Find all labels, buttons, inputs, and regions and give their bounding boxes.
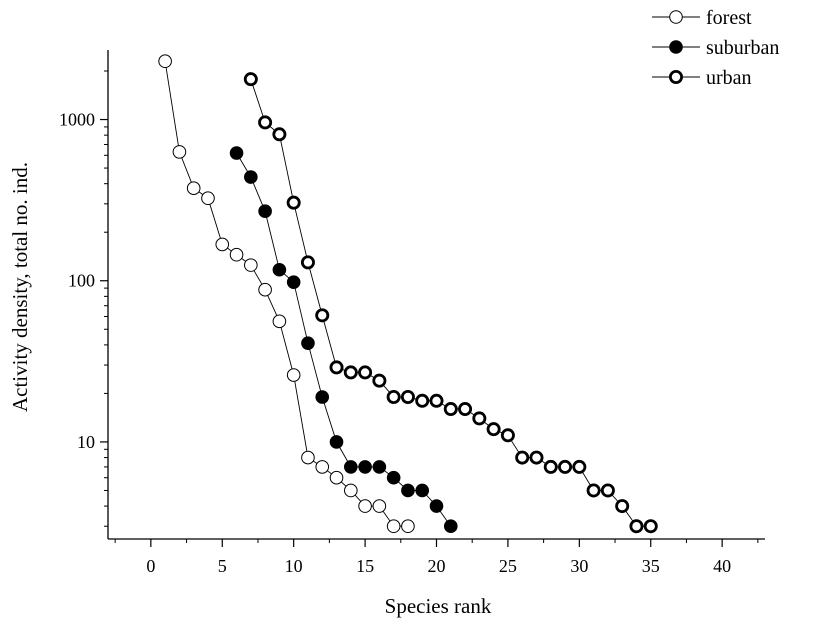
data-point-suburban <box>358 460 372 474</box>
x-tick-label: 30 <box>570 556 588 576</box>
data-point-suburban <box>272 262 287 277</box>
data-point-forest <box>172 145 187 159</box>
data-point-urban <box>486 422 501 437</box>
x-tick-label: 40 <box>713 556 731 576</box>
data-point-urban <box>615 499 630 514</box>
data-point-urban <box>258 115 273 130</box>
data-point-urban <box>458 402 473 417</box>
legend: forest suburban urban <box>652 7 779 89</box>
data-point-suburban <box>229 146 244 160</box>
data-point-urban <box>543 459 558 474</box>
data-point-urban <box>272 127 287 142</box>
data-point-suburban <box>315 390 330 404</box>
data-point-suburban <box>401 483 415 498</box>
data-point-urban <box>358 365 373 380</box>
data-series <box>158 54 658 534</box>
data-point-urban <box>429 393 444 408</box>
legend-label-forest: forest <box>706 7 752 29</box>
legend-marker-forest <box>669 10 683 24</box>
data-point-suburban <box>329 435 344 449</box>
data-point-urban <box>600 483 615 498</box>
data-point-forest <box>201 191 215 206</box>
axes <box>107 50 765 540</box>
data-point-suburban <box>386 470 401 485</box>
data-point-urban <box>329 360 344 375</box>
data-point-suburban <box>301 336 315 350</box>
series-forest <box>158 54 415 534</box>
x-tick-label: 25 <box>499 556 517 576</box>
data-point-urban <box>286 195 301 210</box>
x-tick-label: 0 <box>146 556 155 576</box>
data-point-suburban <box>344 460 358 474</box>
x-tick-label: 20 <box>428 556 446 576</box>
y-tick-label: 10 <box>77 432 95 452</box>
data-point-suburban <box>244 170 258 184</box>
data-point-suburban <box>443 519 458 534</box>
data-point-forest <box>358 499 372 513</box>
data-point-urban <box>415 393 430 408</box>
data-point-forest <box>329 470 344 485</box>
data-point-urban <box>386 390 401 405</box>
data-point-urban <box>400 390 415 405</box>
data-point-forest <box>344 483 358 498</box>
series-line-suburban <box>236 152 452 527</box>
data-point-urban <box>500 428 515 443</box>
data-point-suburban <box>415 483 430 498</box>
legend-label-suburban: suburban <box>706 37 779 59</box>
data-point-forest <box>158 54 172 69</box>
data-point-forest <box>244 258 258 272</box>
data-point-forest <box>386 519 401 534</box>
legend-marker-suburban <box>669 40 683 54</box>
x-tick-label: 15 <box>356 556 374 576</box>
data-point-urban <box>343 365 358 380</box>
data-point-suburban <box>258 204 272 219</box>
axis-ticks: 0 5 10 15 20 25 30 35 40 10 100 1000 <box>59 70 759 576</box>
data-point-urban <box>315 308 330 323</box>
data-point-urban <box>558 459 573 474</box>
legend-marker-urban <box>669 70 684 85</box>
data-point-forest <box>272 314 287 329</box>
data-point-forest <box>286 368 301 382</box>
data-point-forest <box>315 460 330 474</box>
data-point-forest <box>258 282 272 297</box>
y-tick-label: 1000 <box>59 110 95 130</box>
data-point-forest <box>215 237 230 252</box>
data-point-suburban <box>429 499 444 513</box>
x-tick-label: 35 <box>642 556 660 576</box>
data-point-urban <box>629 519 644 534</box>
series-suburban <box>229 146 458 534</box>
data-point-suburban <box>286 275 301 289</box>
series-urban <box>243 72 658 534</box>
data-point-forest <box>229 247 244 262</box>
data-point-urban <box>572 459 587 474</box>
data-point-urban <box>586 483 601 498</box>
data-point-forest <box>301 450 315 465</box>
data-point-forest <box>401 519 415 534</box>
data-point-urban <box>529 450 544 465</box>
data-point-urban <box>515 450 530 465</box>
data-point-urban <box>443 402 458 417</box>
x-tick-label: 5 <box>218 556 227 576</box>
data-point-urban <box>472 411 487 426</box>
x-tick-label: 10 <box>285 556 303 576</box>
data-point-urban <box>300 255 315 270</box>
data-point-urban <box>643 519 658 534</box>
x-axis-title: Species rank <box>385 594 492 618</box>
data-point-suburban <box>372 460 387 474</box>
series-line-forest <box>164 61 408 527</box>
data-point-urban <box>243 72 258 87</box>
y-axis-title: Activity density, total no. ind. <box>8 162 32 412</box>
data-point-forest <box>186 181 201 196</box>
data-point-forest <box>372 499 387 513</box>
data-point-urban <box>372 373 387 388</box>
legend-label-urban: urban <box>706 67 752 89</box>
y-tick-label: 100 <box>68 271 95 291</box>
